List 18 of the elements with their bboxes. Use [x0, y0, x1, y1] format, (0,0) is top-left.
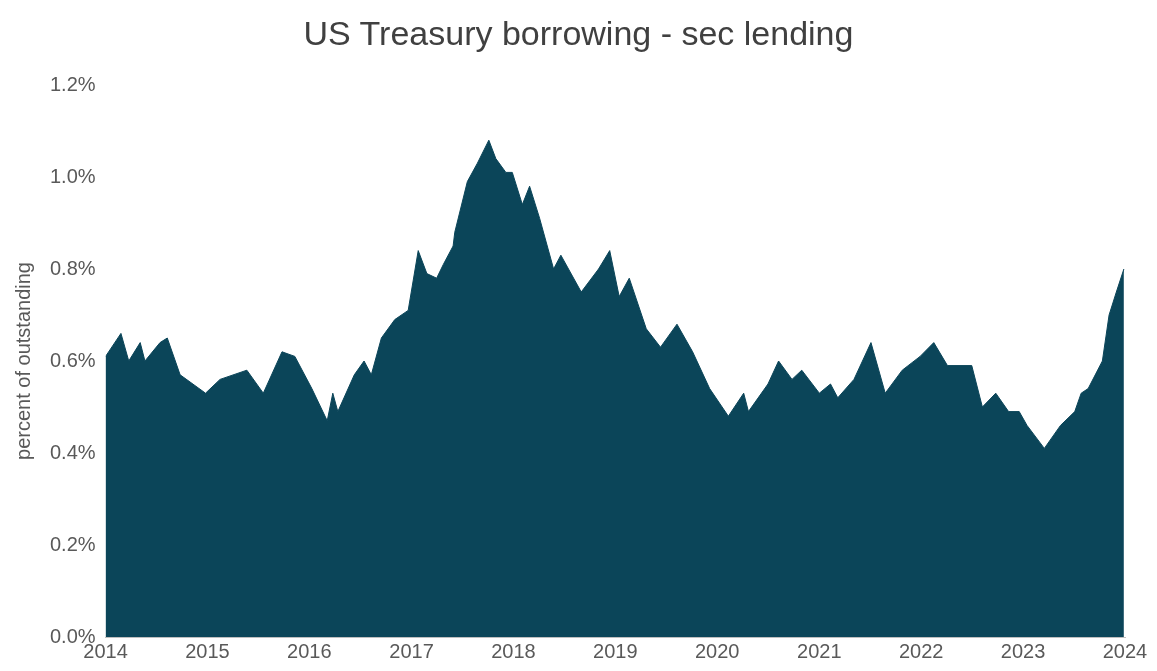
chart-title: US Treasury borrowing - sec lending — [302, 14, 855, 53]
x-tick-label: 2015 — [185, 639, 230, 662]
y-tick-label: 1.0% — [49, 164, 96, 187]
x-tick-label: 2021 — [797, 639, 842, 662]
x-tick-label: 2023 — [1000, 639, 1046, 662]
x-tick-label: 2017 — [389, 639, 434, 662]
x-tick-label: 2018 — [491, 639, 536, 662]
y-tick-label: 0.6% — [49, 348, 96, 371]
y-tick-label: 0.8% — [49, 256, 96, 279]
y-tick-label: 1.2% — [49, 72, 96, 95]
x-tick-label: 2019 — [593, 639, 638, 662]
x-tick-label: 2024 — [1102, 639, 1148, 662]
x-tick-label: 2022 — [898, 639, 944, 662]
x-tick-label: 2016 — [287, 639, 332, 662]
y-tick-label: 0.4% — [49, 440, 96, 463]
y-tick-label: 0.2% — [49, 532, 96, 555]
y-axis-title: percent of outstanding — [11, 262, 34, 460]
x-tick-label: 2020 — [694, 639, 740, 662]
